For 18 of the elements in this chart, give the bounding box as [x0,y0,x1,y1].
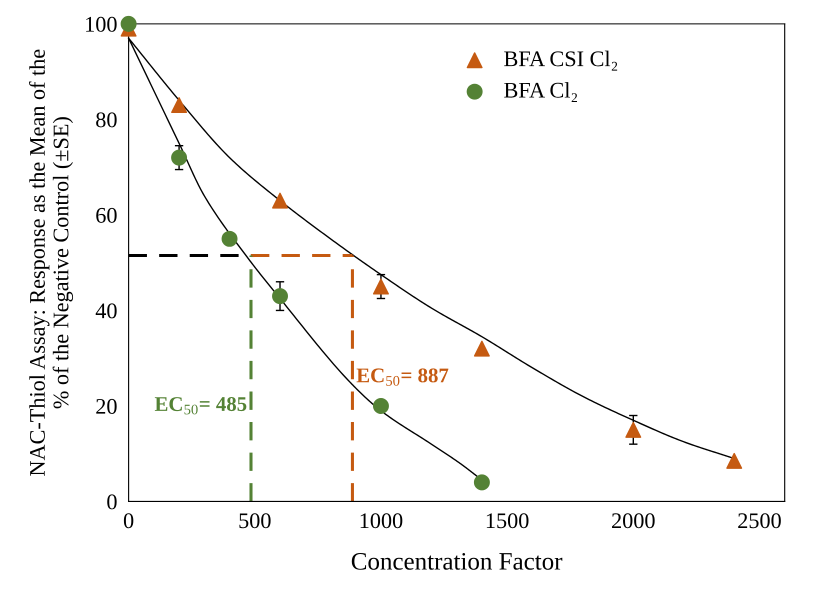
y-axis-title: NAC-Thiol Assay: Response as the Mean of the % of the Negative Control (±SE) [29,50,74,476]
x-tick-label: 0 [124,513,134,528]
y-tick-label: 40 [96,303,117,318]
x-tick-label: 2500 [738,513,781,528]
x-tick-label: 500 [239,513,271,528]
legend-label: BFA CSI Cl₂ [504,50,618,71]
y-tick-label: 100 [86,16,117,32]
x-tick-label: 1000 [360,513,402,528]
y-tick-label: 80 [96,112,117,128]
y-tick-label: 20 [96,398,117,414]
y-tick-label: 60 [96,208,117,223]
x-tick-label: 1500 [486,513,528,528]
annotation: EC$_{50}$= 485 [154,397,246,414]
legend-label: BFA Cl₂ [504,82,577,102]
y-tick-label: 0 [107,494,117,510]
annotation: EC$_{50}$= 887 [356,368,448,386]
x-axis-title: Concentration Factor [352,552,562,570]
x-tick-label: 2000 [612,513,655,528]
